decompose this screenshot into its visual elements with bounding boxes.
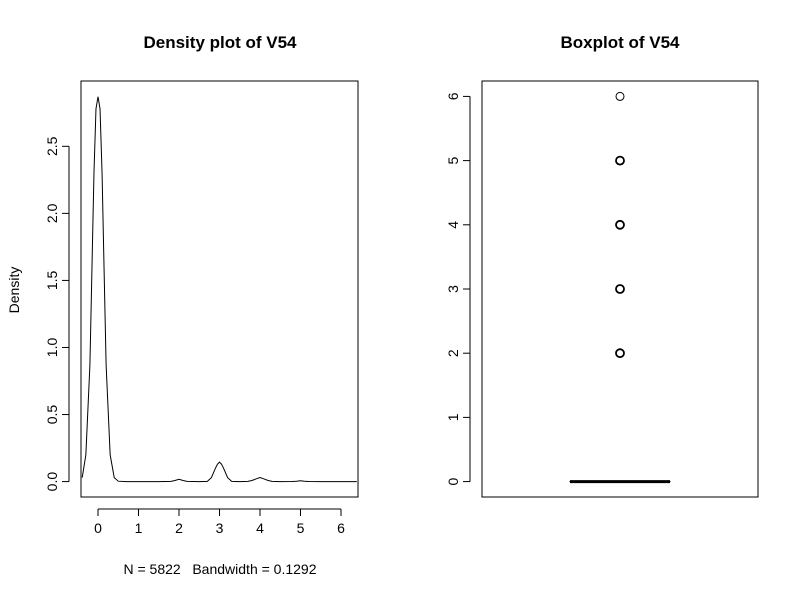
boxplot-outlier-point [616, 92, 624, 100]
density-title: Density plot of V54 [143, 33, 297, 52]
boxplot-outlier-point [616, 221, 624, 229]
boxplot-panel: Boxplot of V54 0 1 2 3 4 5 6 [445, 33, 758, 497]
boxplot-y-tick-label: 2 [445, 349, 461, 357]
boxplot-title: Boxplot of V54 [560, 33, 680, 52]
density-y-tick-label: 1.0 [44, 338, 60, 358]
density-y-tick-label: 2.0 [44, 203, 60, 223]
boxplot-y-tick-label: 4 [445, 221, 461, 229]
density-panel: Density plot of V54 0 1 2 3 4 5 6 0.0 0.5 1.0 1.5… [6, 33, 358, 577]
boxplot-outlier-point [616, 285, 624, 293]
density-x-tick-label: 6 [337, 520, 345, 536]
density-y-tick-label: 0.0 [44, 472, 60, 492]
boxplot-plot-frame [482, 81, 758, 497]
density-y-tick-label: 0.5 [44, 405, 60, 425]
boxplot-y-tick-label: 0 [445, 477, 461, 485]
boxplot-y-tick-label: 5 [445, 157, 461, 165]
density-x-tick-label: 3 [216, 520, 224, 536]
boxplot-y-tick-label: 6 [445, 92, 461, 100]
density-x-tick-label: 0 [94, 520, 102, 536]
boxplot-y-tick-label: 1 [445, 413, 461, 421]
density-series [82, 97, 357, 482]
density-x-tick-label: 1 [135, 520, 143, 536]
boxplot-outliers [616, 92, 624, 357]
boxplot-outlier-point [616, 349, 624, 357]
density-plot-frame [81, 81, 358, 497]
density-x-axis-label: N = 5822 Bandwidth = 0.1292 [123, 561, 316, 577]
density-y-axis-label: Density [6, 267, 22, 314]
density-y-axis: 0.0 0.5 1.0 1.5 2.0 2.5 [44, 136, 69, 491]
density-x-tick-label: 2 [175, 520, 183, 536]
density-x-tick-label: 4 [256, 520, 264, 536]
boxplot-y-axis: 0 1 2 3 4 5 6 [445, 92, 470, 485]
density-curve [82, 97, 357, 482]
boxplot-y-tick-label: 3 [445, 285, 461, 293]
density-x-tick-label: 5 [297, 520, 305, 536]
density-x-axis: 0 1 2 3 4 5 6 [94, 509, 345, 536]
density-y-tick-label: 1.5 [44, 270, 60, 290]
density-y-tick-label: 2.5 [44, 136, 60, 156]
boxplot-outlier-point [616, 157, 624, 165]
